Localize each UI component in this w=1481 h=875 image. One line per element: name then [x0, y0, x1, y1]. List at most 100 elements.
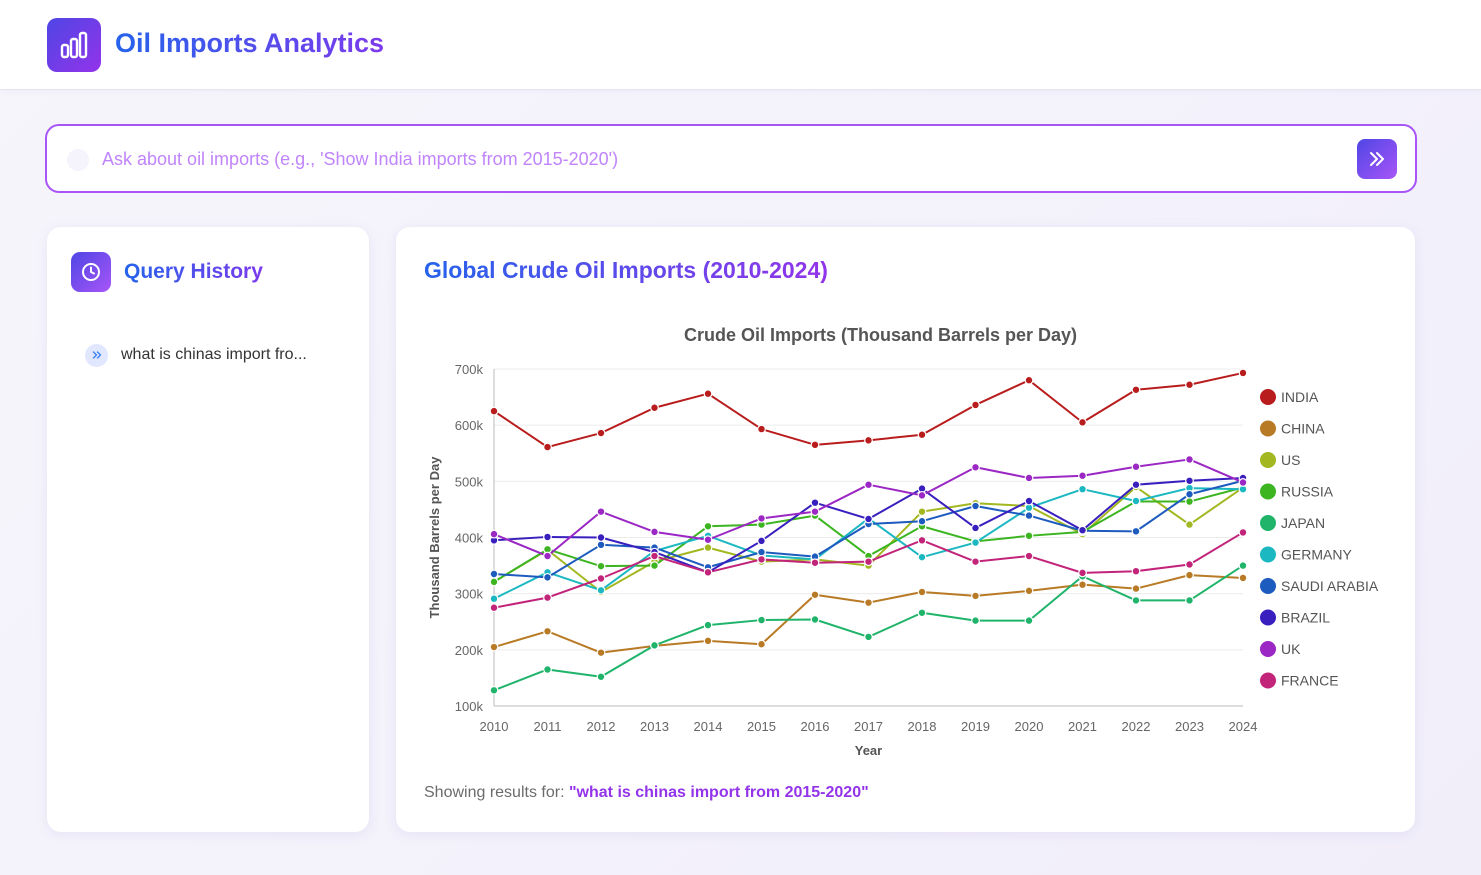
- data-point-uk: [1238, 478, 1248, 487]
- x-tick-label: 2020: [1015, 719, 1044, 734]
- data-point-japan: [596, 672, 606, 682]
- data-point-uk: [703, 535, 713, 545]
- data-point-japan: [864, 632, 873, 642]
- legend-marker: [1260, 452, 1276, 468]
- data-point-japan: [757, 615, 766, 625]
- y-tick-label: 700k: [455, 362, 484, 377]
- y-tick-label: 400k: [455, 531, 484, 546]
- data-point-india: [489, 406, 499, 416]
- legend-marker: [1260, 609, 1276, 626]
- data-point-japan: [489, 685, 499, 695]
- data-point-france: [543, 593, 552, 602]
- data-point-brazil: [810, 498, 820, 508]
- data-point-japan: [650, 640, 659, 650]
- data-point-russia: [489, 577, 499, 587]
- data-point-germany: [1131, 496, 1141, 506]
- data-point-uk: [1024, 473, 1034, 483]
- data-point-japan: [703, 620, 713, 630]
- data-point-saudi-arabia: [917, 516, 927, 526]
- data-point-japan: [1185, 596, 1194, 605]
- data-point-brazil: [757, 536, 766, 546]
- data-point-russia: [703, 521, 713, 531]
- search-bar: [45, 124, 1417, 193]
- x-tick-label: 2012: [587, 719, 616, 734]
- data-point-france: [971, 557, 980, 567]
- data-point-china: [971, 591, 980, 601]
- clock-icon: [71, 252, 111, 292]
- data-point-russia: [1185, 497, 1194, 506]
- query-history-panel: Query History what is chinas import fro.…: [47, 227, 369, 832]
- data-point-uk: [810, 507, 820, 517]
- chart-title: Crude Oil Imports (Thousand Barrels per …: [684, 325, 1077, 345]
- data-point-india: [703, 389, 713, 399]
- x-tick-label: 2010: [480, 719, 509, 734]
- legend-label: GERMANY: [1281, 547, 1352, 563]
- data-point-brazil: [1131, 480, 1141, 490]
- data-point-india: [543, 442, 552, 452]
- history-item[interactable]: what is chinas import fro...: [71, 339, 351, 371]
- data-point-uk: [489, 529, 499, 539]
- search-submit-button[interactable]: [1357, 139, 1397, 179]
- double-chevron-right-icon: [85, 343, 108, 367]
- legend-marker: [1260, 578, 1276, 594]
- data-point-saudi-arabia: [489, 569, 499, 579]
- legend-marker: [1260, 483, 1276, 500]
- data-point-china: [596, 648, 606, 658]
- y-axis-label: Thousand Barrels per Day: [427, 456, 442, 619]
- legend-marker: [1260, 515, 1276, 531]
- data-point-china: [1238, 573, 1248, 583]
- data-point-china: [757, 639, 766, 649]
- data-point-japan: [543, 665, 552, 674]
- data-point-japan: [1024, 616, 1034, 626]
- data-point-china: [489, 642, 499, 652]
- data-point-france: [864, 557, 873, 567]
- data-point-india: [1185, 380, 1194, 390]
- x-tick-label: 2013: [640, 719, 669, 734]
- data-point-saudi-arabia: [757, 547, 766, 557]
- data-point-japan: [1131, 596, 1141, 605]
- panel-title: Global Crude Oil Imports (2010-2024): [424, 257, 828, 283]
- results-query: "what is chinas import from 2015-2020": [568, 784, 869, 801]
- data-point-china: [810, 590, 820, 600]
- data-point-saudi-arabia: [543, 572, 552, 582]
- data-point-germany: [917, 552, 927, 562]
- series-line-japan: [493, 564, 1244, 692]
- data-point-germany: [489, 594, 499, 604]
- data-point-us: [917, 507, 927, 517]
- bar-chart-icon: [47, 18, 101, 72]
- data-point-russia: [650, 561, 659, 570]
- x-tick-label: 2018: [908, 719, 937, 734]
- x-tick-label: 2017: [854, 719, 883, 734]
- data-point-france: [650, 551, 659, 561]
- data-point-china: [1078, 580, 1087, 590]
- data-point-china: [1185, 570, 1194, 580]
- x-tick-label: 2023: [1175, 719, 1204, 734]
- legend-label: UK: [1281, 641, 1301, 657]
- legend-marker: [1260, 641, 1276, 657]
- series-line-france: [493, 531, 1244, 609]
- data-point-france: [917, 535, 927, 545]
- legend-label: FRANCE: [1281, 673, 1339, 689]
- data-point-france: [703, 567, 713, 577]
- data-point-france: [596, 574, 606, 583]
- data-point-japan: [917, 608, 927, 618]
- data-point-saudi-arabia: [596, 540, 606, 550]
- data-point-france: [489, 603, 499, 613]
- x-tick-label: 2015: [747, 719, 776, 734]
- x-tick-label: 2021: [1068, 719, 1097, 734]
- data-point-russia: [596, 561, 606, 571]
- data-point-uk: [971, 462, 980, 472]
- legend-label: US: [1281, 452, 1300, 468]
- data-point-germany: [1078, 484, 1087, 494]
- data-point-uk: [543, 551, 552, 561]
- data-point-brazil: [596, 533, 606, 542]
- data-point-france: [810, 558, 820, 568]
- search-indicator: [67, 149, 89, 171]
- data-point-uk: [864, 480, 873, 490]
- legend-label: RUSSIA: [1281, 484, 1334, 500]
- history-title: Query History: [124, 260, 263, 283]
- data-point-uk: [650, 527, 659, 537]
- y-tick-label: 600k: [455, 418, 484, 433]
- search-input[interactable]: [102, 140, 1342, 178]
- data-point-brazil: [1078, 525, 1087, 535]
